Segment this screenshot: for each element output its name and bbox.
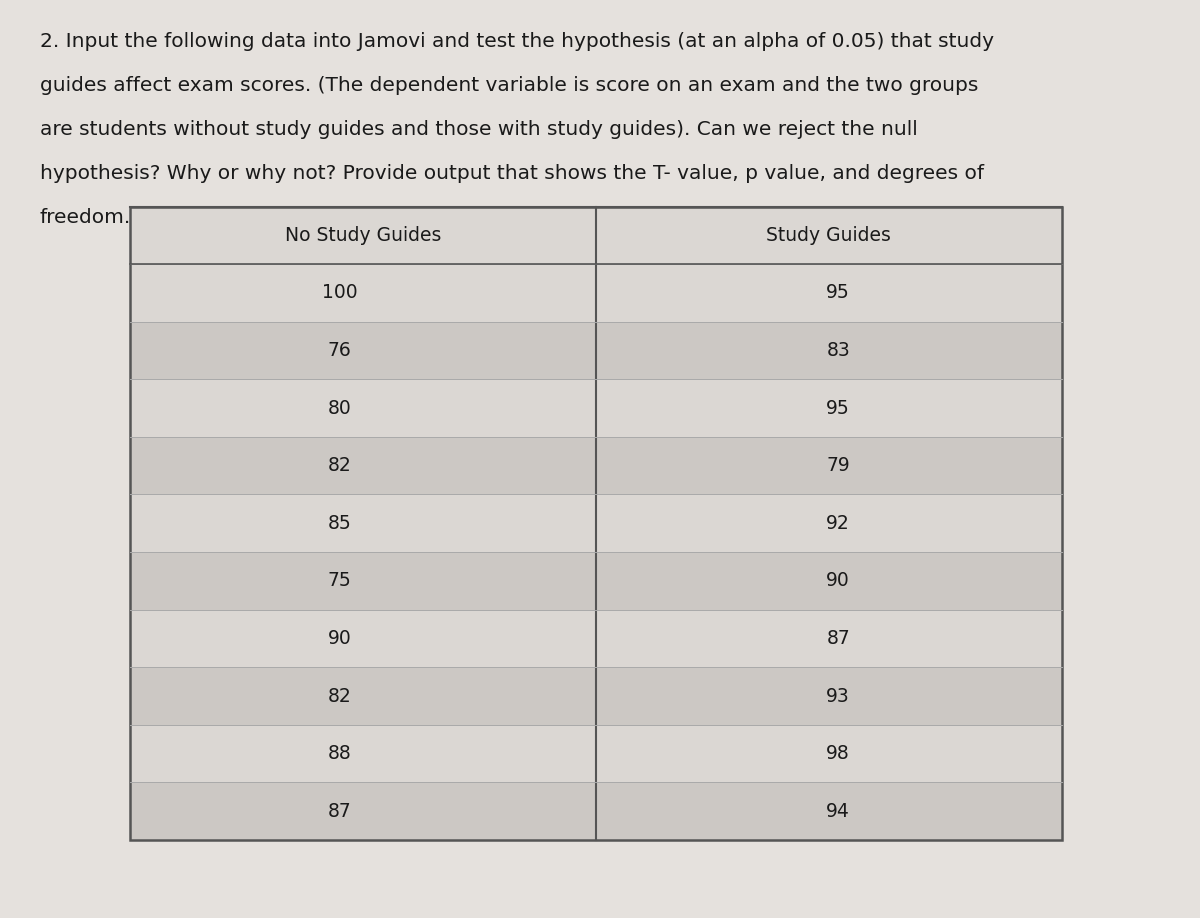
Text: Study Guides: Study Guides xyxy=(767,226,892,245)
Text: 80: 80 xyxy=(328,398,352,418)
Text: 85: 85 xyxy=(328,514,352,532)
Bar xyxy=(130,552,1062,610)
Text: are students without study guides and those with study guides). Can we reject th: are students without study guides and th… xyxy=(40,120,917,140)
Text: 90: 90 xyxy=(827,571,850,590)
Text: 90: 90 xyxy=(328,629,352,648)
Text: 100: 100 xyxy=(322,284,358,302)
Text: 76: 76 xyxy=(328,341,352,360)
Bar xyxy=(130,610,1062,667)
Text: 93: 93 xyxy=(827,687,850,706)
Text: 75: 75 xyxy=(328,571,352,590)
Bar xyxy=(130,321,1062,379)
Text: 82: 82 xyxy=(328,456,352,476)
Bar xyxy=(130,207,1062,264)
Text: guides affect exam scores. (The dependent variable is score on an exam and the t: guides affect exam scores. (The dependen… xyxy=(40,76,978,95)
Bar xyxy=(130,782,1062,840)
Bar xyxy=(130,437,1062,495)
Text: freedom.: freedom. xyxy=(40,208,131,228)
Text: 95: 95 xyxy=(827,284,850,302)
Text: 98: 98 xyxy=(827,744,850,763)
Text: 79: 79 xyxy=(827,456,850,476)
Text: 2. Input the following data into Jamovi and test the hypothesis (at an alpha of : 2. Input the following data into Jamovi … xyxy=(40,32,994,51)
Text: 87: 87 xyxy=(827,629,850,648)
Text: 88: 88 xyxy=(328,744,352,763)
Bar xyxy=(130,667,1062,725)
Bar xyxy=(130,264,1062,321)
Text: 95: 95 xyxy=(827,398,850,418)
Text: hypothesis? Why or why not? Provide output that shows the T- value, p value, and: hypothesis? Why or why not? Provide outp… xyxy=(40,164,984,184)
Bar xyxy=(130,725,1062,782)
Text: No Study Guides: No Study Guides xyxy=(284,226,440,245)
Bar xyxy=(130,379,1062,437)
Text: 87: 87 xyxy=(328,801,352,821)
Text: 92: 92 xyxy=(827,514,850,532)
Text: 82: 82 xyxy=(328,687,352,706)
Bar xyxy=(130,207,1062,840)
Bar xyxy=(130,495,1062,552)
Text: 94: 94 xyxy=(827,801,850,821)
Text: 83: 83 xyxy=(827,341,850,360)
